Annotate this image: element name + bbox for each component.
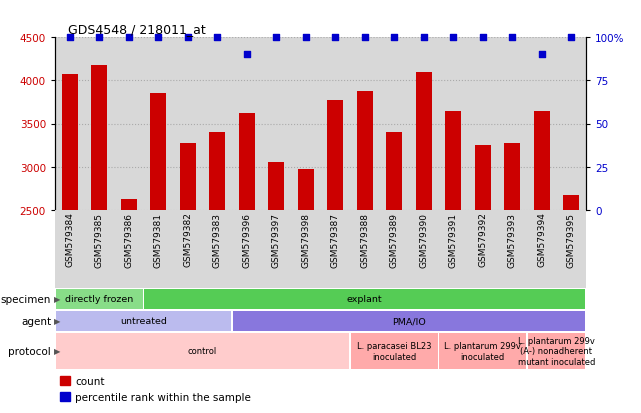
Text: ▶: ▶ [54,317,60,326]
Text: GSM579384: GSM579384 [65,212,74,267]
Bar [179,144,196,413]
Bar [297,169,314,413]
Text: control: control [188,347,217,356]
Text: GSM579385: GSM579385 [95,212,104,267]
Text: GSM579383: GSM579383 [213,212,222,267]
Bar [351,333,438,369]
Text: directly frozen: directly frozen [65,295,133,304]
Text: GSM579392: GSM579392 [478,212,487,267]
Bar [474,146,491,413]
Text: GSM579397: GSM579397 [272,212,281,267]
Bar [534,111,550,413]
Bar [415,72,432,413]
Bar [445,111,462,413]
Text: GSM579393: GSM579393 [508,212,517,267]
Bar [238,114,255,413]
Text: protocol: protocol [8,346,51,356]
Bar [56,311,231,331]
Text: GSM579391: GSM579391 [449,212,458,267]
Text: ▶: ▶ [54,347,60,356]
Point [478,35,488,41]
Point [507,35,517,41]
Point [566,35,576,41]
Point [212,35,222,41]
Text: GSM579394: GSM579394 [537,212,546,267]
Text: ▶: ▶ [54,295,60,304]
Bar [528,333,585,369]
Text: agent: agent [21,316,51,326]
Text: PMA/IO: PMA/IO [392,317,426,326]
Text: explant: explant [347,295,383,304]
Point [301,35,311,41]
Bar [144,289,585,309]
Text: GDS4548 / 218011_at: GDS4548 / 218011_at [68,23,206,36]
Point [389,35,399,41]
Bar [56,289,143,309]
Text: untreated: untreated [120,317,167,326]
Text: GSM579396: GSM579396 [242,212,251,267]
Text: GSM579390: GSM579390 [419,212,428,267]
Text: GSM579387: GSM579387 [331,212,340,267]
Bar [121,200,137,413]
Bar [504,144,520,413]
Point [271,35,281,41]
Point [330,35,340,41]
Text: L. paracasei BL23
inoculated: L. paracasei BL23 inoculated [357,342,431,361]
Bar [60,376,70,385]
Text: GSM579382: GSM579382 [183,212,192,267]
Bar [327,100,344,413]
Text: GSM579398: GSM579398 [301,212,310,267]
Point [94,35,104,41]
Bar [563,195,579,413]
Bar [386,133,403,413]
Point [183,35,193,41]
Point [537,52,547,59]
Bar [56,333,349,369]
Text: GSM579389: GSM579389 [390,212,399,267]
Bar [209,133,226,413]
Point [448,35,458,41]
Point [419,35,429,41]
Text: count: count [75,376,104,386]
Text: percentile rank within the sample: percentile rank within the sample [75,392,251,401]
Bar [150,94,167,413]
Text: L. plantarum 299v
inoculated: L. plantarum 299v inoculated [444,342,521,361]
Text: specimen: specimen [1,294,51,304]
Bar [439,333,526,369]
Text: L. plantarum 299v
(A-) nonadherent
mutant inoculated: L. plantarum 299v (A-) nonadherent mutan… [518,336,595,366]
Text: GSM579395: GSM579395 [567,212,576,267]
Text: GSM579381: GSM579381 [154,212,163,267]
Bar [91,66,107,413]
Bar [356,92,373,413]
Point [153,35,163,41]
Point [65,35,75,41]
Bar [60,392,70,401]
Text: GSM579386: GSM579386 [124,212,133,267]
Bar [268,163,285,413]
Point [360,35,370,41]
Point [124,35,134,41]
Bar [233,311,585,331]
Text: GSM579388: GSM579388 [360,212,369,267]
Point [242,52,252,59]
Bar [62,75,78,413]
